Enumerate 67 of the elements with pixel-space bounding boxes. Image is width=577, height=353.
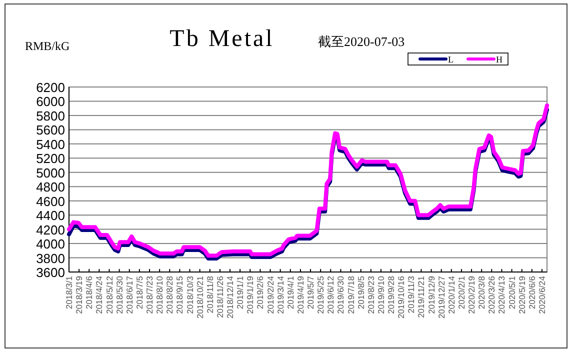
chart-title: Tb Metal bbox=[170, 26, 274, 52]
x-tick-label: 2019/1/1 bbox=[235, 276, 246, 310]
x-tick-label: 2019/9/10 bbox=[376, 276, 386, 314]
x-tick-label: 2019/8/5 bbox=[356, 276, 366, 310]
x-tick-label: 2019/11/3 bbox=[406, 276, 416, 314]
x-tick-label: 2020/2/19 bbox=[466, 276, 477, 314]
x-tick-label: 2018/9/15 bbox=[174, 276, 185, 314]
x-tick-label: 2018/3/1 bbox=[64, 276, 74, 310]
x-tick-label: 2018/11/8 bbox=[204, 276, 215, 314]
y-tick-label: 5400 bbox=[36, 136, 65, 152]
y-tick-label: 5200 bbox=[36, 151, 65, 166]
legend-label: H bbox=[496, 54, 503, 64]
x-tick-label: 2019/11/21 bbox=[416, 276, 426, 318]
y-tick-label: 6200 bbox=[36, 80, 65, 95]
x-tick-label: 2018/4/24 bbox=[94, 276, 104, 314]
x-tick-label: 2018/12/14 bbox=[225, 276, 236, 319]
x-tick-label: 2019/6/30 bbox=[336, 276, 346, 314]
x-tick-label: 2018/5/30 bbox=[114, 276, 124, 314]
y-tick-label: 4000 bbox=[36, 236, 65, 252]
x-tick-label: 2020/6/24 bbox=[536, 276, 547, 314]
x-tick-label: 2020/4/13 bbox=[496, 276, 507, 314]
x-tick-label: 2018/7/23 bbox=[144, 276, 155, 314]
y-axis-title: RMB/kG bbox=[25, 39, 70, 53]
x-tick-label: 2018/3/19 bbox=[74, 276, 84, 314]
x-tick-label: 2019/5/7 bbox=[306, 276, 316, 310]
x-tick-label: 2018/8/10 bbox=[154, 276, 165, 314]
x-tick-label: 2020/6/6 bbox=[526, 276, 537, 310]
x-tick-label: 2018/10/3 bbox=[184, 276, 195, 314]
x-tick-label: 2019/10/16 bbox=[396, 276, 406, 319]
x-tick-label: 2018/4/6 bbox=[84, 276, 94, 310]
x-tick-label: 2019/4/19 bbox=[295, 276, 306, 314]
y-tick-label: 3600 bbox=[36, 265, 65, 280]
x-tick-label: 2019/12/27 bbox=[436, 276, 446, 319]
x-tick-label: 2019/5/25 bbox=[316, 276, 326, 314]
x-tick-label: 2020/5/1 bbox=[506, 276, 517, 310]
x-tick-label: 2019/2/6 bbox=[255, 276, 266, 310]
x-tick-label: 2020/1/14 bbox=[446, 276, 456, 314]
y-tick-label: 4800 bbox=[36, 180, 65, 195]
y-tick-label: 6000 bbox=[36, 94, 65, 110]
x-tick-label: 2019/1/19 bbox=[245, 276, 256, 314]
legend-label: L bbox=[448, 54, 454, 64]
x-tick-label: 2019/2/24 bbox=[265, 276, 276, 314]
x-tick-label: 2019/12/9 bbox=[426, 276, 436, 314]
x-tick-label: 2019/9/28 bbox=[386, 276, 396, 314]
x-tick-label: 2018/6/17 bbox=[124, 276, 134, 314]
x-tick-label: 2018/10/21 bbox=[194, 276, 205, 319]
y-tick-label: 4200 bbox=[36, 222, 65, 238]
x-tick-label: 2019/3/14 bbox=[275, 276, 286, 314]
x-tick-label: 2019/7/18 bbox=[346, 276, 356, 314]
x-tick-label: 2020/3/8 bbox=[476, 276, 487, 310]
x-tick-label: 2018/5/12 bbox=[104, 276, 114, 314]
y-tick-label: 4400 bbox=[36, 208, 65, 224]
y-tick-label: 5800 bbox=[36, 108, 65, 124]
x-tick-label: 2018/8/28 bbox=[164, 276, 175, 314]
x-tick-label: 2020/2/1 bbox=[456, 276, 466, 310]
x-tick-label: 2018/7/5 bbox=[134, 276, 144, 310]
y-tick-label: 4600 bbox=[36, 194, 65, 209]
y-tick-label: 5000 bbox=[36, 165, 65, 180]
x-tick-label: 2018/11/26 bbox=[214, 276, 225, 318]
x-tick-label: 2019/4/1 bbox=[285, 276, 296, 310]
chart-subtitle: 截至2020-07-03 bbox=[318, 34, 405, 49]
x-tick-label: 2020/3/26 bbox=[486, 276, 497, 314]
x-tick-label: 2020/5/19 bbox=[516, 276, 527, 314]
x-tick-label: 2019/8/23 bbox=[366, 276, 376, 314]
y-tick-label: 5600 bbox=[36, 122, 65, 138]
y-tick-label: 3800 bbox=[36, 250, 65, 266]
x-tick-label: 2019/6/12 bbox=[326, 276, 336, 314]
